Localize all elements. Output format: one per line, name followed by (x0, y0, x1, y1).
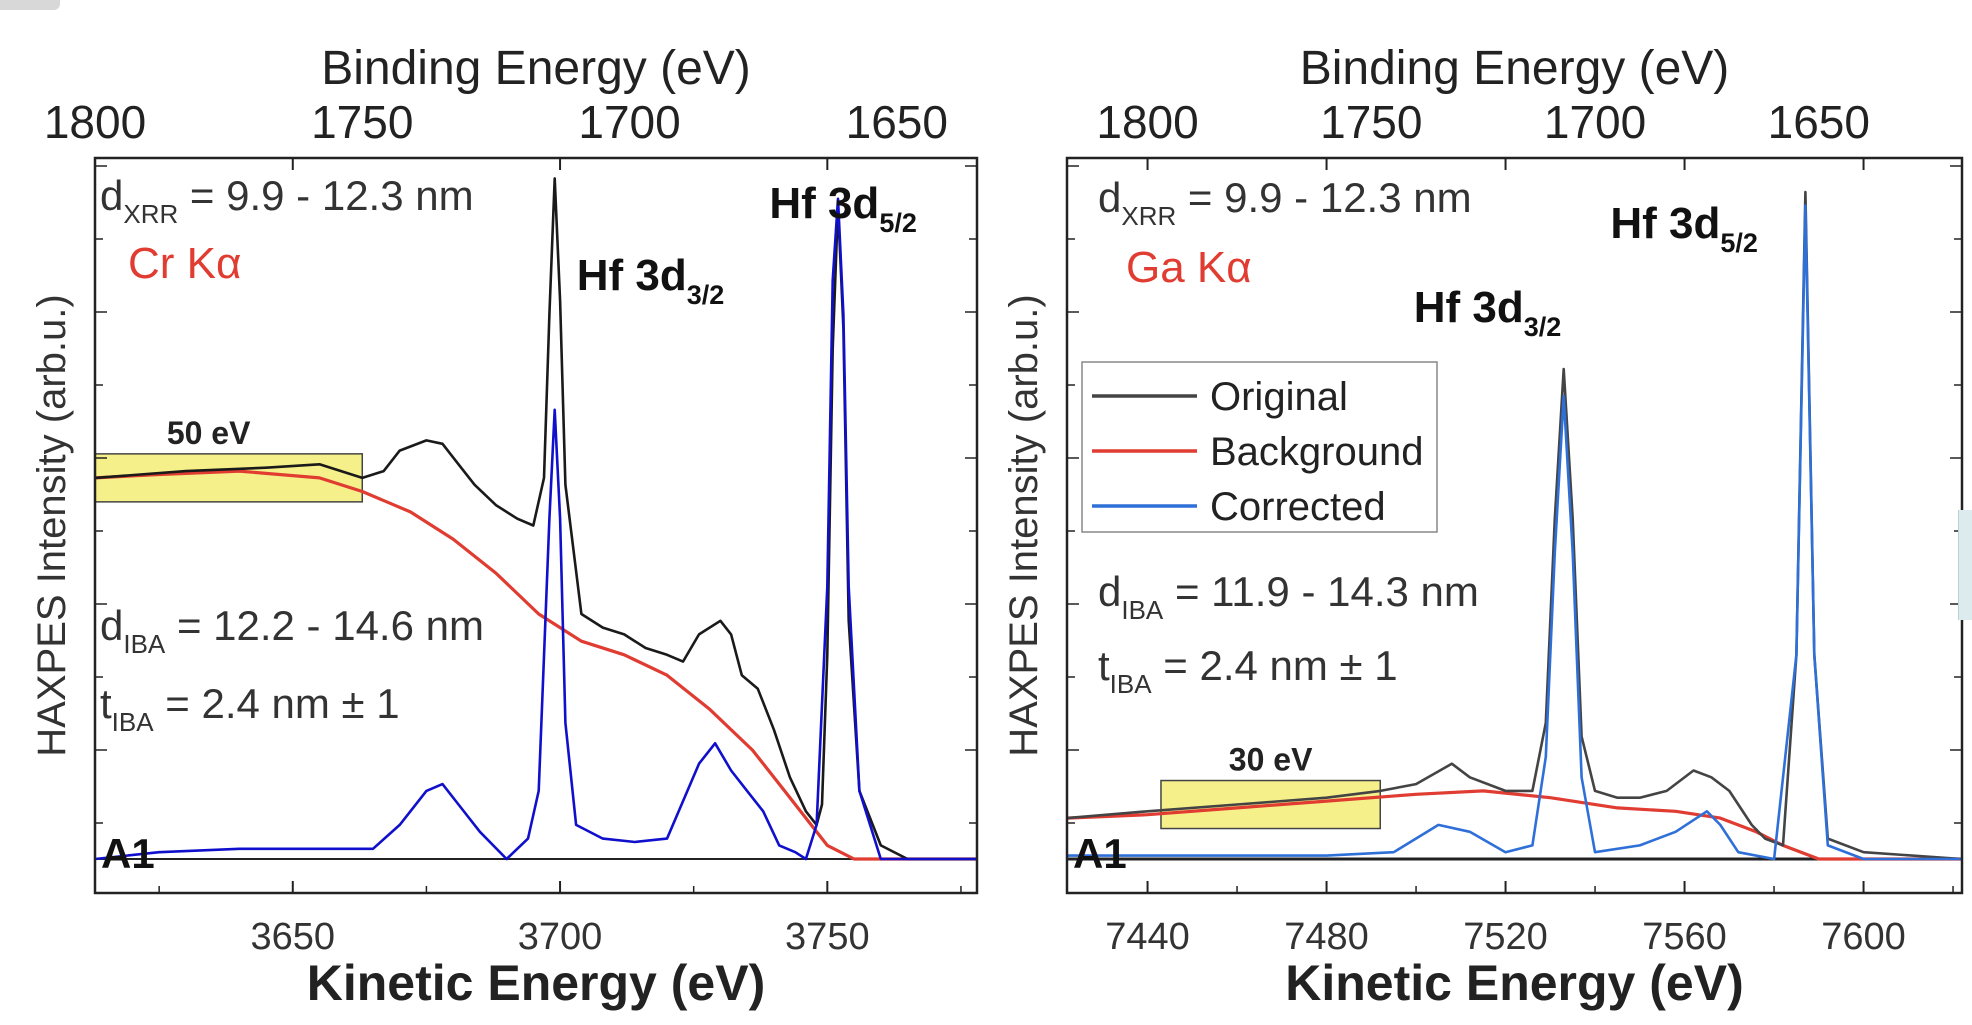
top-tick-label: 1800 (1096, 96, 1198, 148)
top-tick-label: 1700 (1544, 96, 1646, 148)
x-axis-label: Kinetic Energy (eV) (1285, 955, 1743, 1011)
window-label: 50 eV (167, 415, 251, 451)
top-tick-label: 1650 (1768, 96, 1870, 148)
window-tab-fragment (0, 0, 60, 10)
panel-label: A1 (101, 830, 155, 877)
chart-panel-2: 30 eV 7440 7480 7520 7560 7600 1800 1750 1700 165… (1002, 42, 1964, 1011)
adjacent-panel-edge (1958, 510, 1972, 620)
legend-label: Original (1210, 375, 1348, 419)
x-tick-label: 3750 (785, 916, 870, 958)
d-xrr-annotation: dXRR = 9.9 - 12.3 nm (100, 172, 474, 229)
top-tick-label: 1700 (578, 96, 680, 148)
legend: Original Background Corrected (1081, 361, 1438, 533)
series-corrected (95, 197, 977, 861)
window-label: 30 eV (1229, 742, 1313, 778)
legend-box (1081, 361, 1438, 533)
t-iba-annotation: tIBA = 2.4 nm ± 1 (1098, 642, 1398, 699)
peak-label-3d52: Hf 3d5/2 (1610, 199, 1758, 258)
d-iba-annotation: dIBA = 11.9 - 14.3 nm (1098, 568, 1479, 625)
peak-label-3d32: Hf 3d3/2 (577, 251, 725, 310)
x-tick-label: 3700 (518, 916, 603, 958)
x-tick-label: 7480 (1284, 916, 1369, 958)
d-xrr-annotation: dXRR = 9.9 - 12.3 nm (1098, 174, 1472, 231)
source-annotation: Ga Kα (1126, 243, 1252, 292)
plot-frame (93, 156, 979, 895)
top-tick-label: 1650 (846, 96, 948, 148)
panel-label: A1 (1073, 830, 1127, 877)
x-axis-label: Kinetic Energy (eV) (307, 955, 765, 1011)
chart-panel-1: 50 eV 3650 3700 3750 1800 1750 1700 1650 Binding… (30, 42, 979, 1011)
legend-label: Background (1210, 430, 1423, 474)
y-axis-label: HAXPES Intensity (arb.u.) (1002, 294, 1046, 756)
x-tick-label: 7520 (1463, 916, 1548, 958)
peak-label-3d32: Hf 3d3/2 (1414, 283, 1562, 342)
top-tick-label: 1800 (44, 96, 146, 148)
t-iba-annotation: tIBA = 2.4 nm ± 1 (100, 680, 400, 737)
top-axis-label: Binding Energy (eV) (1300, 42, 1730, 95)
series-background (95, 469, 977, 861)
series-corrected (1067, 204, 1962, 861)
top-axis-label: Binding Energy (eV) (321, 42, 751, 95)
d-iba-annotation: dIBA = 12.2 - 14.6 nm (100, 602, 484, 659)
top-tick-label: 1750 (1320, 96, 1422, 148)
x-tick-label: 7440 (1105, 916, 1190, 958)
x-tick-label: 7600 (1821, 916, 1906, 958)
peak-label-3d52: Hf 3d5/2 (769, 179, 917, 238)
y-axis-label: HAXPES Intensity (arb.u.) (30, 294, 74, 756)
x-tick-label: 3650 (251, 916, 336, 958)
integration-window (94, 453, 364, 503)
legend-label: Corrected (1210, 485, 1386, 529)
x-tick-label: 7560 (1642, 916, 1727, 958)
top-tick-label: 1750 (311, 96, 413, 148)
source-annotation: Cr Kα (128, 239, 241, 288)
